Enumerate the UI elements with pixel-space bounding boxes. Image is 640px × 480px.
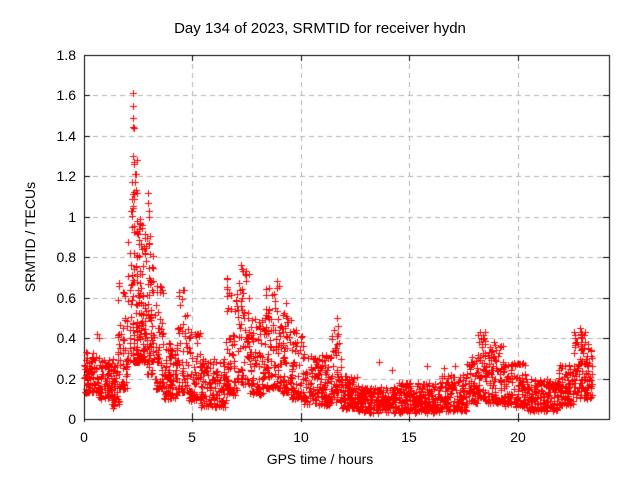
y-tick-label: 0.8 [56, 249, 76, 265]
y-tick-label: 0.6 [56, 290, 76, 306]
y-tick-label: 0.4 [56, 330, 76, 346]
x-tick-label: 5 [188, 429, 196, 445]
y-tick-label: 1.4 [56, 128, 76, 144]
x-axis-label: GPS time / hours [266, 451, 374, 467]
y-tick-label: 1 [68, 209, 76, 225]
x-tick-label: 20 [510, 429, 526, 445]
y-tick-label: 1.2 [56, 168, 76, 184]
y-tick-label: 1.8 [56, 47, 76, 63]
x-tick-label: 10 [293, 429, 309, 445]
y-tick-label: 0.2 [56, 371, 76, 387]
y-tick-label: 0 [68, 411, 76, 427]
x-tick-label: 15 [401, 429, 417, 445]
chart-title: Day 134 of 2023, SRMTID for receiver hyd… [174, 20, 466, 37]
y-axis-label: SRMTID / TECUs [22, 181, 38, 293]
y-tick-label: 1.6 [56, 87, 76, 103]
x-tick-label: 0 [80, 429, 88, 445]
